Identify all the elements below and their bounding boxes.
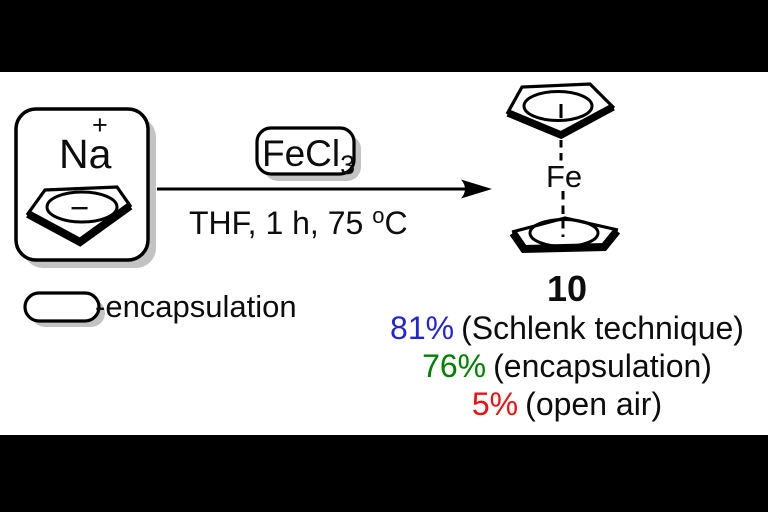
yield-method-encapsulation: (encapsulation)	[493, 348, 712, 384]
compound-number: 10	[546, 268, 588, 309]
reagent-formula-subscript: 3	[340, 150, 356, 180]
yield-percent-open-air: 5%	[471, 386, 519, 422]
cyclopentadienyl-anion-aromatic-circle	[45, 190, 119, 224]
yield-method-schlenk: (Schlenk technique)	[461, 310, 744, 346]
yield-line-open-air: 5% (open air)	[367, 385, 767, 423]
yield-results: 81% (Schlenk technique) 76% (encapsulation…	[367, 309, 767, 423]
reagent-formula-base: FeCl	[262, 133, 341, 174]
yield-line-encapsulation: 76% (encapsulation)	[367, 347, 767, 385]
yield-percent-encapsulation: 76%	[422, 348, 487, 384]
yield-method-open-air: (open air)	[525, 386, 663, 422]
reagent-box	[255, 126, 356, 176]
conditions-text: THF, 1 h, 75	[189, 205, 373, 241]
cyclopentadienyl-anion-ring-top-edges	[25, 185, 133, 216]
ferrocene-top-ring-edges	[505, 82, 616, 115]
reaction-conditions: THF, 1 h, 75 oC	[189, 205, 408, 241]
ferrocene-bottom-ring-aromatic-circle	[528, 218, 600, 248]
cyclopentadienyl-negative-charge: −	[70, 189, 90, 226]
ferrocene-bottom-ring-edges	[511, 216, 619, 234]
encapsulation-legend-label: -encapsulation	[95, 289, 297, 324]
yield-line-schlenk: 81% (Schlenk technique)	[367, 309, 767, 347]
cyclopentadienyl-anion-ring-bold-wedge	[26, 202, 133, 247]
sodium-cation-label: Na	[59, 131, 112, 177]
ferrocene-top-ring-bold-wedge	[506, 103, 615, 140]
temperature-unit: C	[384, 205, 408, 241]
legend-capsule	[23, 291, 101, 323]
ferrocene-top-ring-aromatic-circle	[522, 90, 594, 122]
degree-superscript: o	[372, 203, 385, 228]
yield-percent-schlenk: 81%	[390, 310, 455, 346]
ferrocene-iron-label: Fe	[546, 159, 583, 194]
sodium-positive-charge: +	[92, 110, 108, 140]
reagent-formula: FeCl3	[262, 133, 355, 179]
reaction-arrow-head	[461, 179, 492, 199]
